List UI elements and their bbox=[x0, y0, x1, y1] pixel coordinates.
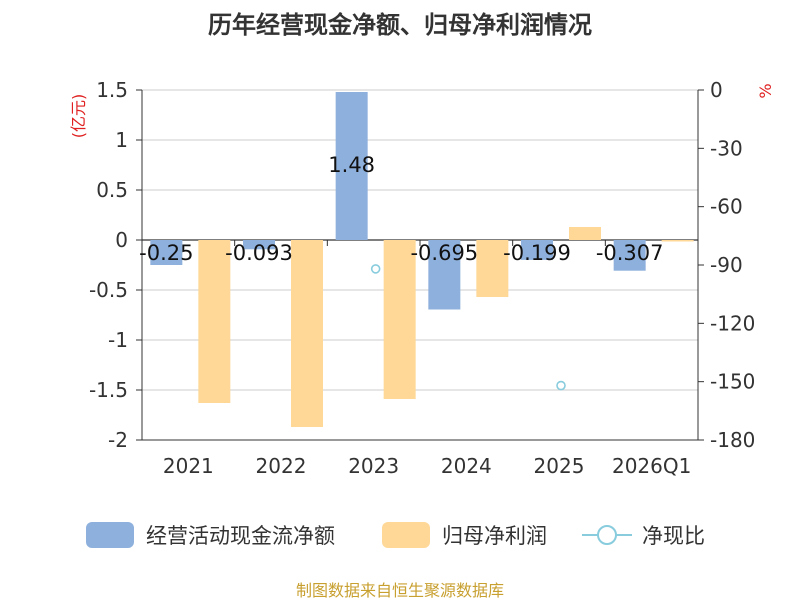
legend-label-ratio: 净现比 bbox=[642, 524, 705, 548]
right-tick-label: -180 bbox=[710, 428, 755, 452]
bar bbox=[150, 240, 183, 265]
left-tick-label: 1 bbox=[115, 128, 128, 152]
axes: 1.5 1 0.5 0 -0.5 -1 -1.5 -2 0 -30 -60 -90 -120 -150 -1… bbox=[69, 78, 775, 478]
left-tick-label: -0.5 bbox=[89, 278, 128, 302]
bar bbox=[198, 240, 231, 403]
right-tick-label: -150 bbox=[710, 370, 755, 394]
bar bbox=[383, 240, 416, 399]
legend-swatch-profit bbox=[382, 522, 430, 548]
bar bbox=[661, 240, 694, 242]
legend-label-cashflow: 经营活动现金流净额 bbox=[146, 524, 335, 548]
bar bbox=[521, 240, 553, 260]
data-label: 1.48 bbox=[328, 153, 375, 177]
bar bbox=[569, 227, 601, 240]
right-tick-label: -120 bbox=[710, 311, 755, 335]
left-tick-label: 0.5 bbox=[96, 178, 128, 202]
x-tick-label: 2023 bbox=[348, 454, 399, 478]
left-axis-unit: (亿元) bbox=[69, 94, 88, 139]
bar bbox=[291, 240, 323, 427]
right-tick-label: -90 bbox=[710, 253, 743, 277]
bars bbox=[150, 92, 694, 427]
data-label: -0.695 bbox=[410, 241, 478, 265]
left-tick-label: -1.5 bbox=[89, 378, 128, 402]
right-tick-label: -30 bbox=[710, 136, 743, 160]
ratio-points bbox=[370, 264, 566, 391]
ratio-point bbox=[370, 264, 381, 274]
bar bbox=[428, 240, 461, 310]
data-label: -0.307 bbox=[596, 241, 664, 265]
left-tick-label: 0 bbox=[115, 228, 128, 252]
x-tick-label: 2026Q1 bbox=[612, 454, 691, 478]
x-tick-label: 2025 bbox=[534, 454, 585, 478]
left-tick-label: -2 bbox=[108, 428, 128, 452]
left-tick-label: -1 bbox=[108, 328, 128, 352]
right-tick-label: 0 bbox=[710, 78, 723, 102]
chart-title: 历年经营现金净额、归母净利润情况 bbox=[208, 11, 592, 39]
legend: 经营活动现金流净额 归母净利润 净现比 bbox=[86, 522, 705, 548]
data-label: -0.25 bbox=[139, 241, 193, 265]
data-labels: -0.25 -0.093 1.48 -0.695 -0.199 -0.307 bbox=[139, 153, 663, 265]
right-axis-unit: % bbox=[756, 83, 775, 98]
bar bbox=[243, 240, 275, 250]
ratio-point bbox=[556, 380, 566, 391]
data-label: -0.199 bbox=[503, 241, 571, 265]
x-tick-label: 2024 bbox=[441, 454, 492, 478]
legend-label-profit: 归母净利润 bbox=[442, 524, 547, 548]
source-note: 制图数据来自恒生聚源数据库 bbox=[296, 581, 504, 600]
bar bbox=[335, 92, 368, 240]
legend-swatch-cashflow bbox=[86, 522, 134, 548]
x-tick-label: 2021 bbox=[163, 454, 214, 478]
right-tick-label: -60 bbox=[710, 195, 743, 219]
bar bbox=[613, 240, 646, 271]
data-label: -0.093 bbox=[225, 241, 293, 265]
left-tick-label: 1.5 bbox=[96, 78, 128, 102]
bar bbox=[476, 240, 509, 297]
legend-marker-ratio bbox=[597, 525, 617, 545]
x-tick-label: 2022 bbox=[256, 454, 307, 478]
